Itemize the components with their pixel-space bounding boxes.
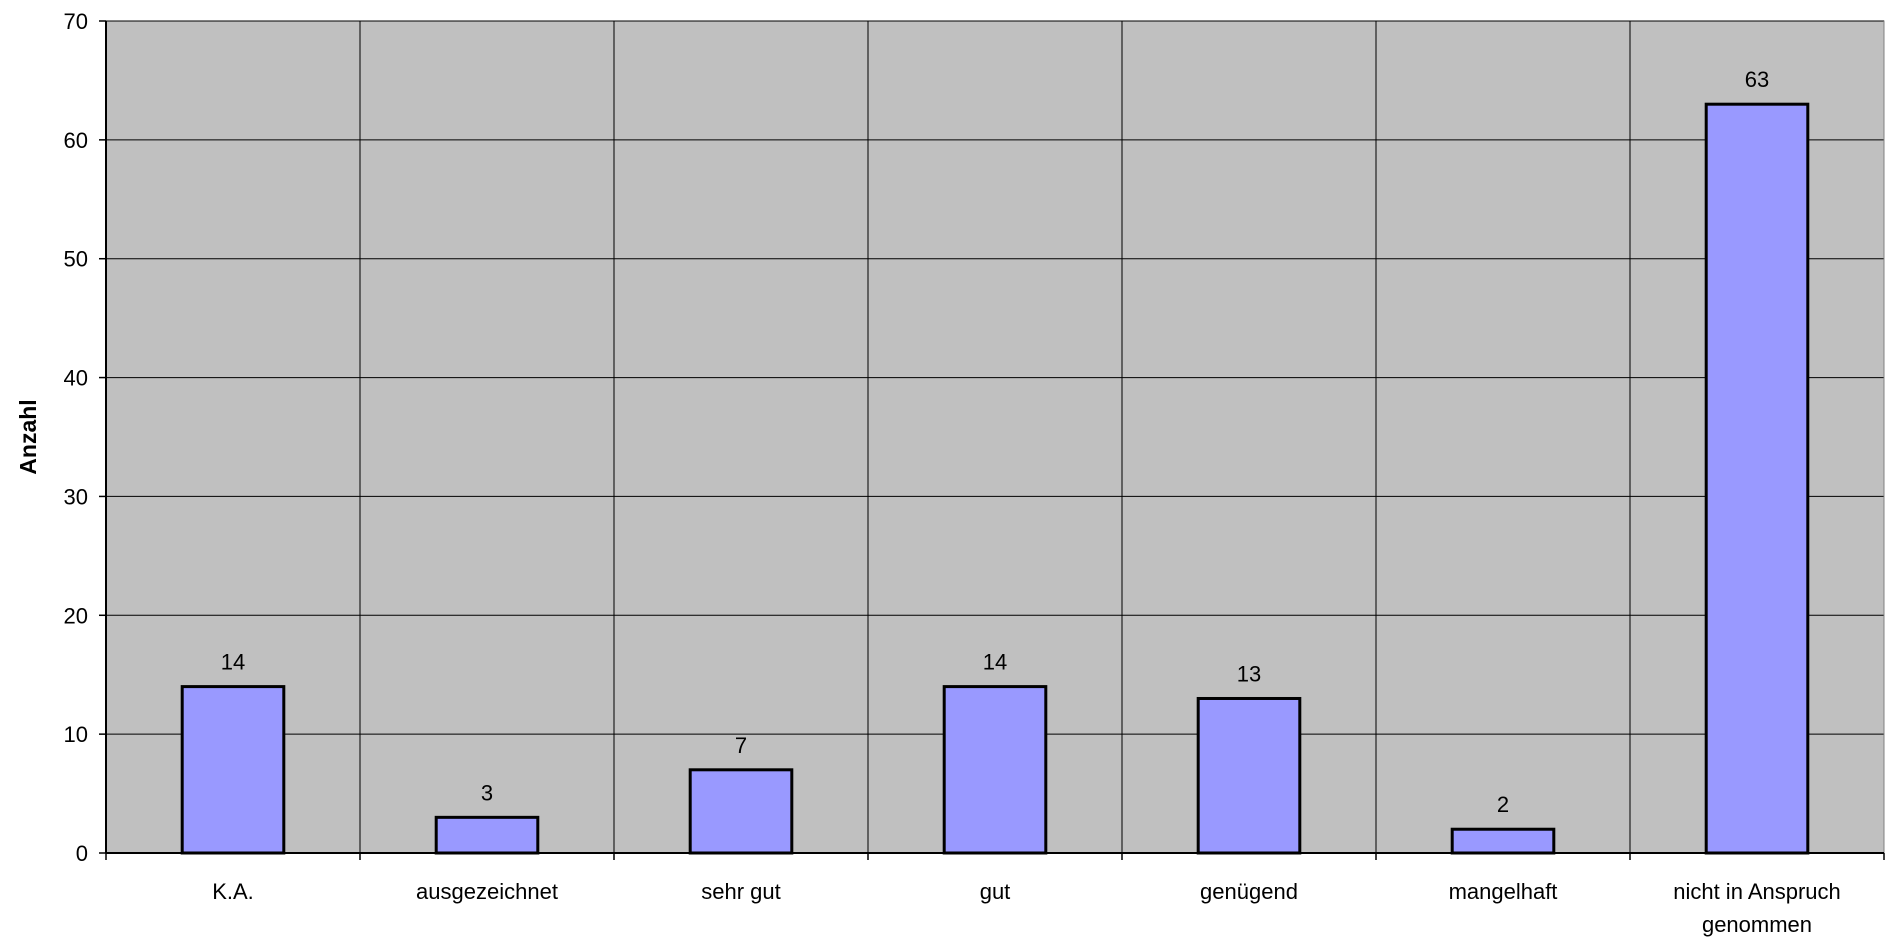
y-tick-label: 30 [64,484,88,509]
y-tick-label: 40 [64,366,88,391]
y-axis: 0 10 20 30 40 50 60 70 [64,9,107,866]
y-tick-label: 50 [64,247,88,272]
y-tick-label: 60 [64,128,88,153]
bar [180,685,286,855]
x-tick-label: genügend [1200,879,1298,904]
data-label: 14 [221,650,245,675]
x-axis: K.A. ausgezeichnet sehr gut gut genügend mang… [105,852,1885,937]
y-axis-title: Anzahl [15,399,41,474]
x-tick-label: mangelhaft [1449,879,1558,904]
data-label: 13 [1237,661,1261,686]
data-label: 14 [983,650,1007,675]
bar [1196,696,1302,855]
y-tick-label: 0 [76,841,88,866]
bars [180,102,1810,855]
x-tick-label: nicht in Anspruch genommen [1673,879,1841,937]
y-tick-label: 70 [64,9,88,34]
x-tick-label: sehr gut [701,879,781,904]
data-label: 3 [481,780,493,805]
y-tick-label: 20 [64,603,88,628]
bar [1450,827,1556,855]
data-label: 2 [1497,792,1509,817]
y-tick-label: 10 [64,722,88,747]
data-label: 63 [1745,67,1769,92]
bar [942,685,1048,855]
data-label: 7 [735,733,747,758]
bar [434,815,540,855]
x-tick-label: ausgezeichnet [416,879,558,904]
x-tick-label: K.A. [212,879,254,904]
x-tick-label: gut [980,879,1011,904]
data-labels: 14 3 7 14 13 2 63 [221,67,1769,817]
bar [1704,102,1810,855]
bar [688,768,794,855]
